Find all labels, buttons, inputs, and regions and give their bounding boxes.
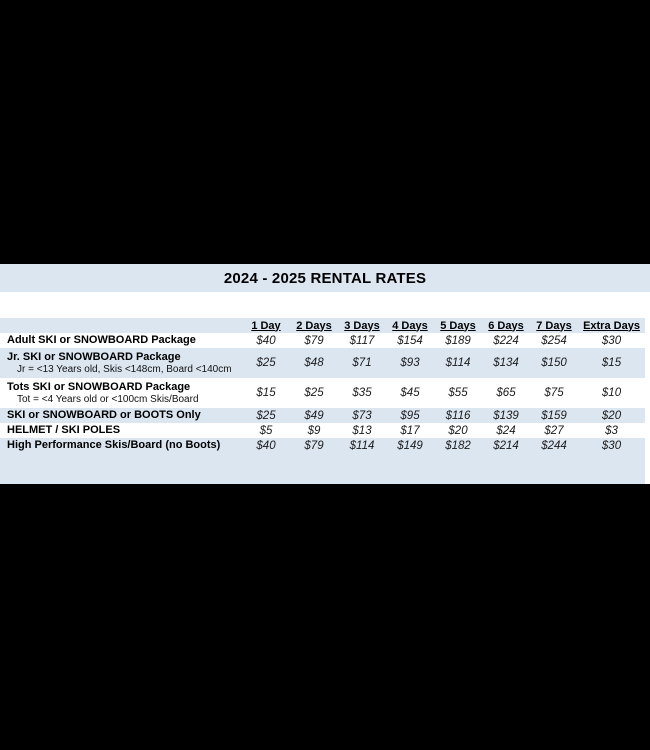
rate-cell: $182 xyxy=(445,439,471,452)
rate-cell: $15 xyxy=(601,357,622,369)
table-row-high-performance: High Performance Skis/Board (no Boots) $… xyxy=(0,438,645,453)
rate-cell: $224 xyxy=(493,334,519,347)
rate-cell: $17 xyxy=(400,424,420,437)
rate-cell: $139 xyxy=(493,409,519,422)
rate-cell: $48 xyxy=(304,357,324,369)
rate-cell: $79 xyxy=(304,334,324,347)
column-header-7-days: 7 Days xyxy=(536,319,572,332)
column-header-6-days: 6 Days xyxy=(488,319,524,332)
table-footer-band xyxy=(0,453,645,484)
row-label: High Performance Skis/Board (no Boots) xyxy=(7,439,221,451)
rate-cell: $79 xyxy=(304,439,324,452)
rate-cell: $73 xyxy=(352,409,372,422)
rate-cell: $214 xyxy=(493,439,519,452)
rate-cell: $159 xyxy=(541,409,567,422)
table-row-tots-package: Tots SKI or SNOWBOARD Package Tot = <4 Y… xyxy=(0,378,645,408)
rate-cell: $13 xyxy=(352,424,372,437)
rate-cell: $150 xyxy=(541,357,567,369)
rate-cell: $20 xyxy=(448,424,468,437)
rate-cell: $189 xyxy=(445,334,471,347)
rate-cell: $25 xyxy=(304,387,324,399)
rate-cell: $114 xyxy=(445,357,471,369)
rate-cell: $95 xyxy=(400,409,420,422)
rate-cell: $114 xyxy=(349,439,375,452)
row-label: Jr. SKI or SNOWBOARD Package Jr = <13 Ye… xyxy=(0,348,242,378)
table-header-row: 1 Day 2 Days 3 Days 4 Days 5 Days 6 Days… xyxy=(0,318,645,333)
rate-cell: $154 xyxy=(397,334,423,347)
title-band: 2024 - 2025 RENTAL RATES xyxy=(0,264,650,292)
rate-cell: $24 xyxy=(496,424,516,437)
rate-cell: $30 xyxy=(601,334,622,347)
rate-cell: $3 xyxy=(605,424,618,437)
title-gap xyxy=(0,292,650,318)
column-header-extra-days: Extra Days xyxy=(583,319,640,332)
column-header-2-days: 2 Days xyxy=(296,319,332,332)
table-row-adult-package: Adult SKI or SNOWBOARD Package $40 $79 $… xyxy=(0,333,645,348)
column-header-1-day: 1 Day xyxy=(251,319,281,332)
column-header-5-days: 5 Days xyxy=(440,319,476,332)
rate-cell: $15 xyxy=(256,387,276,399)
rate-cell: $9 xyxy=(307,424,321,437)
rate-cell: $134 xyxy=(493,357,519,369)
rate-cell: $25 xyxy=(256,409,276,422)
rate-cell: $40 xyxy=(256,439,276,452)
table-row-helmet-poles: HELMET / SKI POLES $5 $9 $13 $17 $20 $24… xyxy=(0,423,645,438)
row-label: Adult SKI or SNOWBOARD Package xyxy=(7,334,196,346)
rate-cell: $25 xyxy=(256,357,276,369)
rate-cell: $5 xyxy=(259,424,273,437)
table-row-boots-only: SKI or SNOWBOARD or BOOTS Only $25 $49 $… xyxy=(0,408,645,423)
row-label: Tots SKI or SNOWBOARD Package Tot = <4 Y… xyxy=(0,378,242,408)
rate-cell: $45 xyxy=(400,387,420,399)
rate-cell: $49 xyxy=(304,409,324,422)
rate-cell: $35 xyxy=(352,387,372,399)
rate-cell: $116 xyxy=(445,409,471,422)
rate-cell: $75 xyxy=(544,387,564,399)
rate-cell: $65 xyxy=(496,387,516,399)
rate-cell: $71 xyxy=(352,357,372,369)
row-label: SKI or SNOWBOARD or BOOTS Only xyxy=(7,409,201,421)
rate-cell: $27 xyxy=(544,424,564,437)
column-header-4-days: 4 Days xyxy=(392,319,428,332)
table-row-jr-package: Jr. SKI or SNOWBOARD Package Jr = <13 Ye… xyxy=(0,348,645,378)
rate-cell: $254 xyxy=(541,334,567,347)
rental-rates-table: 1 Day 2 Days 3 Days 4 Days 5 Days 6 Days… xyxy=(0,318,645,484)
rate-cell: $149 xyxy=(397,439,423,452)
row-sublabel: Jr = <13 Years old, Skis <148cm, Board <… xyxy=(17,363,232,375)
row-label: HELMET / SKI POLES xyxy=(7,424,121,436)
letterbox-top xyxy=(0,0,650,264)
row-sublabel: Tot = <4 Years old or <100cm Skis/Board xyxy=(17,393,199,405)
rate-cell: $117 xyxy=(349,334,375,347)
rate-cell: $244 xyxy=(541,439,567,452)
rate-cell: $55 xyxy=(448,387,468,399)
rate-cell: $10 xyxy=(601,387,622,399)
letterbox-bottom xyxy=(0,484,650,750)
page-title: 2024 - 2025 RENTAL RATES xyxy=(223,269,427,287)
header-label-spacer xyxy=(0,318,242,333)
rate-cell: $20 xyxy=(601,409,622,422)
rate-cell: $30 xyxy=(601,439,622,452)
rate-cell: $93 xyxy=(400,357,420,369)
column-header-3-days: 3 Days xyxy=(344,319,380,332)
rate-cell: $40 xyxy=(256,334,276,347)
